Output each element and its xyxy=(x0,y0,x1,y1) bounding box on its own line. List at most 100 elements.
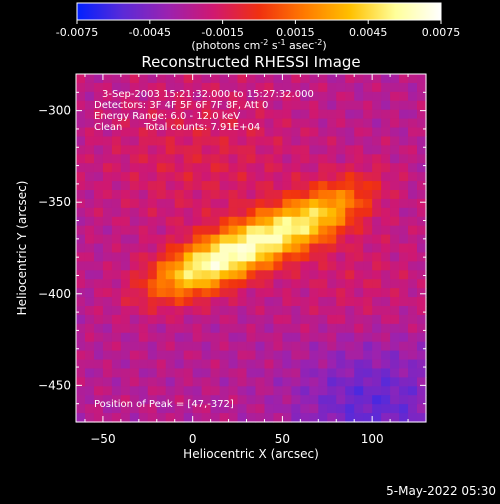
heatmap-cell xyxy=(300,91,310,102)
heatmap-cell xyxy=(408,359,418,370)
heatmap-cell xyxy=(300,225,310,236)
heatmap-cell xyxy=(300,190,310,200)
heatmap-cell xyxy=(354,154,364,164)
heatmap-cell xyxy=(372,261,382,271)
heatmap-cell xyxy=(129,225,140,236)
heatmap-cell xyxy=(120,163,131,173)
colorbar-ticks: -0.0075 -0.0045 -0.0015 0.0015 0.0045 0.0075 xyxy=(56,20,460,39)
heatmap-cell xyxy=(237,74,248,84)
heatmap-cell xyxy=(138,91,149,102)
heatmap-cell xyxy=(219,413,230,423)
heatmap-cell xyxy=(228,341,239,352)
heatmap-cell xyxy=(237,395,248,405)
heatmap-cell xyxy=(309,145,319,155)
heatmap-cell xyxy=(138,198,149,209)
heatmap-cell xyxy=(291,74,301,84)
heatmap-cell xyxy=(354,118,364,129)
heatmap-cell xyxy=(408,261,418,271)
heatmap-cell xyxy=(192,136,203,146)
heatmap-cell xyxy=(336,404,346,414)
heatmap-cell xyxy=(336,136,346,146)
heatmap-cell xyxy=(237,243,248,254)
heatmap-cell xyxy=(129,82,140,93)
heatmap-cell xyxy=(120,91,131,102)
heatmap-cell xyxy=(210,413,221,423)
heatmap-cell xyxy=(345,404,355,414)
heatmap-cell xyxy=(219,163,230,173)
heatmap-cell xyxy=(381,154,391,164)
heatmap-cell xyxy=(237,145,248,155)
heatmap-cell xyxy=(201,154,212,164)
heatmap-cell xyxy=(93,413,104,423)
heatmap-cell xyxy=(76,225,86,236)
heatmap-cell xyxy=(363,91,373,102)
heatmap-cell xyxy=(408,118,418,129)
heatmap-cell xyxy=(102,350,113,361)
heatmap-cell xyxy=(183,261,194,271)
heatmap-cell xyxy=(156,252,167,262)
heatmap-cell xyxy=(246,350,257,361)
heatmap-cell xyxy=(246,314,257,325)
x-tick-label: 0 xyxy=(189,432,197,446)
heatmap-cell xyxy=(345,332,355,343)
heatmap-cell xyxy=(93,225,104,236)
heatmap-cell xyxy=(354,82,364,93)
heatmap-cell xyxy=(273,252,284,262)
heatmap-cell xyxy=(84,341,95,352)
heatmap-cell xyxy=(201,297,212,307)
heatmap-cell xyxy=(228,74,239,84)
heatmap-cell xyxy=(201,136,212,146)
heatmap-cell xyxy=(282,127,292,138)
heatmap-cell xyxy=(165,207,176,218)
heatmap-cell xyxy=(174,190,185,200)
heatmap-cell xyxy=(372,386,382,396)
heatmap-cell xyxy=(147,216,158,227)
heatmap-cell xyxy=(318,341,328,352)
heatmap-cell xyxy=(102,252,113,262)
heatmap-cell xyxy=(345,306,355,316)
heatmap-cell xyxy=(291,297,301,307)
heatmap-cell xyxy=(345,270,355,280)
heatmap-cell xyxy=(120,127,131,138)
heatmap-cell xyxy=(147,314,158,325)
heatmap-cell xyxy=(84,100,95,111)
heatmap-cell xyxy=(201,306,212,316)
heatmap-cell xyxy=(273,332,284,343)
heatmap-cell xyxy=(336,91,346,102)
heatmap-cell xyxy=(282,332,292,343)
heatmap-cell xyxy=(156,154,167,164)
heatmap-cell xyxy=(210,332,221,343)
heatmap-cell xyxy=(354,234,364,245)
heatmap-cell xyxy=(318,279,328,289)
heatmap-cell xyxy=(192,198,203,209)
heatmap-cell xyxy=(174,181,185,191)
heatmap-cell xyxy=(129,181,140,191)
heatmap-cell xyxy=(327,306,337,316)
heatmap-cell xyxy=(300,404,310,414)
heatmap-cell xyxy=(309,332,319,343)
heatmap-cell xyxy=(183,368,194,378)
heatmap-cell xyxy=(93,395,104,405)
heatmap-cell xyxy=(84,163,95,173)
heatmap-cell xyxy=(246,261,257,271)
heatmap-cell xyxy=(156,216,167,227)
heatmap-cell xyxy=(174,100,185,111)
heatmap-cell xyxy=(138,207,149,218)
heatmap-cell xyxy=(210,181,221,191)
heatmap-cell xyxy=(102,172,113,182)
heatmap-cell xyxy=(264,395,275,405)
heatmap-cell xyxy=(192,288,203,298)
heatmap-cell xyxy=(318,198,328,209)
heatmap-cell xyxy=(93,216,104,227)
heatmap-cell xyxy=(255,100,266,111)
heatmap-cell xyxy=(327,359,337,370)
heatmap-cell xyxy=(273,154,284,164)
heatmap-cell xyxy=(336,100,346,111)
heatmap-cell xyxy=(246,118,257,129)
heatmap-cell xyxy=(255,332,266,343)
heatmap-cell xyxy=(354,172,364,182)
heatmap-cell xyxy=(255,306,266,316)
heatmap-cell xyxy=(192,118,203,129)
heatmap-cell xyxy=(156,82,167,93)
heatmap-cell xyxy=(363,297,373,307)
